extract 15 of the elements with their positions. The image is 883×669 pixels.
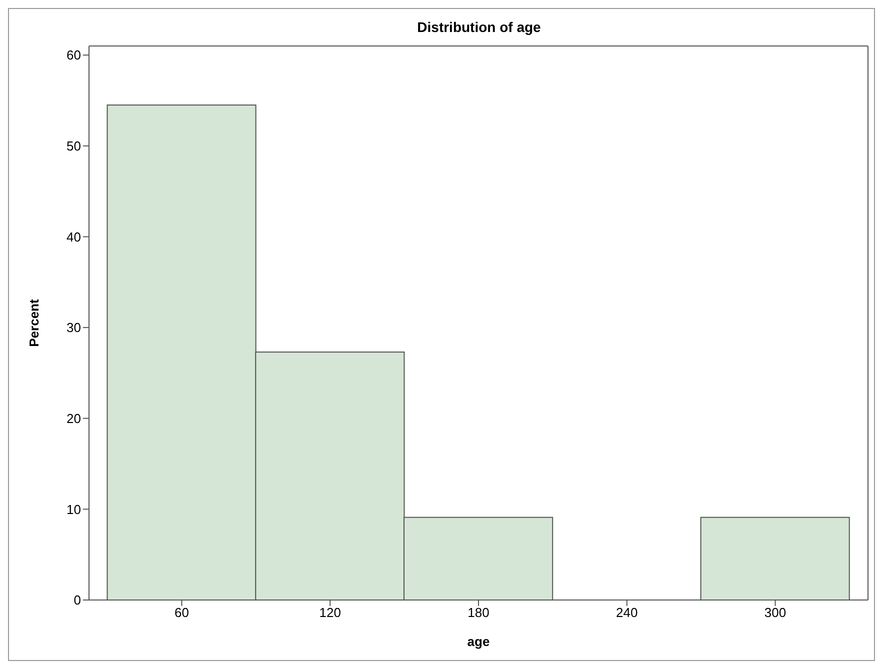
x-axis-title: age	[467, 634, 490, 649]
x-tick-label: 60	[174, 605, 189, 620]
x-tick-label: 120	[319, 605, 341, 620]
y-tick-label: 10	[66, 502, 81, 517]
x-tick-label: 300	[764, 605, 786, 620]
y-tick-label: 20	[66, 410, 81, 426]
y-tick-label: 0	[74, 592, 81, 608]
y-tick-label: 30	[66, 320, 81, 336]
x-tick-label: 180	[468, 605, 490, 620]
y-tick-label: 60	[66, 48, 81, 63]
y-tick-label: 50	[66, 138, 81, 154]
chart-title: Distribution of age	[416, 19, 542, 35]
x-tick-label: 240	[616, 605, 638, 620]
y-axis-title: Percent	[26, 298, 42, 347]
y-tick-label: 40	[66, 229, 81, 244]
